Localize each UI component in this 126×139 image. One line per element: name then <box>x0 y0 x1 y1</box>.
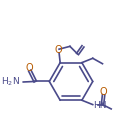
Text: HN: HN <box>93 101 107 110</box>
Text: H$_2$N: H$_2$N <box>1 76 20 88</box>
Text: O: O <box>100 87 107 97</box>
Text: O: O <box>55 45 62 55</box>
Text: O: O <box>26 63 34 73</box>
